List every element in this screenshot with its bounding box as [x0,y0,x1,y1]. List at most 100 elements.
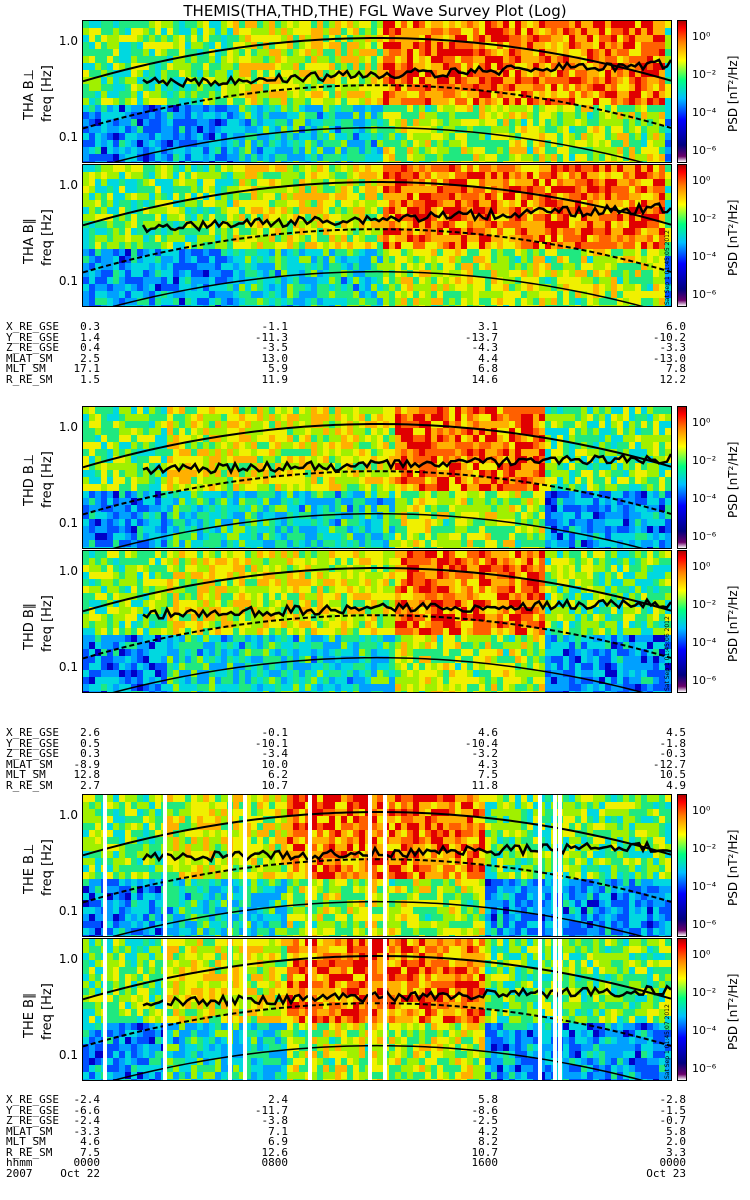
spectrogram-cell [593,126,599,133]
spectrogram-cell [275,298,281,305]
spectrogram-cell [563,147,569,154]
spectrogram-cell [371,28,377,35]
spectrogram-cell [317,21,323,28]
spectrogram-cell [659,172,665,179]
spectrogram-cell [329,291,335,298]
spectrogram-cell [611,221,617,228]
spectrogram-cell [617,193,623,200]
spectrogram-cell [149,512,155,519]
spectrogram-cell [461,207,467,214]
spectrogram-cell [431,77,437,84]
spectrogram-cell [125,214,131,221]
spectrogram-cell [197,505,203,512]
spectrogram-cell [227,428,233,435]
spectrogram-cell [425,291,431,298]
spectrogram-cell [539,161,545,162]
spectrogram-cell [179,161,185,162]
spectrogram-cell [437,207,443,214]
spectrogram-cell [179,242,185,249]
spectrogram-cell [155,291,161,298]
spectrogram-cell [665,161,671,162]
spectrogram-cell [227,91,233,98]
spectrogram-cell [455,154,461,161]
spectrogram-cell [275,540,281,547]
ephemeris-value: -3.5 [261,341,289,354]
spectrogram-cell [557,172,563,179]
spectrogram-cell [545,172,551,179]
spectrogram-cell [209,498,215,505]
spectrogram-cell [317,56,323,63]
spectrogram-cell [617,147,623,154]
spectrogram-cell [161,263,167,270]
spectrogram-cell [161,414,167,421]
spectrogram-cell [485,228,491,235]
spectrogram-cell [221,172,227,179]
spectrogram-cell [569,112,575,119]
spectrogram-cell [83,186,89,193]
spectrogram-cell [317,242,323,249]
spectrogram-cell [167,414,173,421]
spectrogram-cell [665,172,671,179]
spectrogram-cell [647,193,653,200]
spectrogram-cell [191,470,197,477]
spectrogram-cell [473,28,479,35]
spectrogram-cell [305,147,311,154]
spectrogram-cell [407,263,413,270]
spectrogram-cell [533,200,539,207]
spectrogram-cell [377,200,383,207]
ephemeris-value: 0.4 [80,341,100,354]
spectrogram-cell [149,421,155,428]
spectrogram-cell [335,56,341,63]
spectrogram-cell [521,298,527,305]
spectrogram-cell [275,140,281,147]
spectrogram-cell [305,200,311,207]
spectrogram-cell [599,84,605,91]
spectrogram-cell [269,84,275,91]
spectrogram-cell [197,63,203,70]
spectrogram-cell [503,291,509,298]
spectrogram-cell [227,435,233,442]
spectrogram-cell [95,421,101,428]
spectrogram-cell [89,133,95,140]
spectrogram-cell [659,49,665,56]
ephemeris-value: 1.5 [80,372,100,386]
spectrogram-cell [371,63,377,70]
spectrogram-cell [623,126,629,133]
spectrogram-cell [149,519,155,526]
spectrogram-cell [137,161,143,162]
spectrogram-cell [605,56,611,63]
spectrogram-cell [125,498,131,505]
spectrogram-cell [611,161,617,162]
spectrogram-cell [83,193,89,200]
spectrogram-cell [227,484,233,491]
spectrogram-cell [485,84,491,91]
spectrogram-cell [113,154,119,161]
spectrogram-cell [659,126,665,133]
spectrogram-svg [83,165,671,306]
spectrogram-cell [281,154,287,161]
spectrogram-cell [239,214,245,221]
spectrogram-cell [611,249,617,256]
spectrogram-cell [461,98,467,105]
spectrogram-cell [605,154,611,161]
spectrogram-cell [359,42,365,49]
spectrogram-cell [95,77,101,84]
spectrogram-cell [239,463,245,470]
spectrogram-cell [167,249,173,256]
spectrogram-cell [185,28,191,35]
spectrogram-cell [485,305,491,306]
spectrogram-cell [371,165,377,172]
spectrogram-cell [383,63,389,70]
spectrogram-cell [569,49,575,56]
spectrogram-cell [551,105,557,112]
spectrogram-cell [569,91,575,98]
spectrogram-cell [473,270,479,277]
spectrogram-cell [503,256,509,263]
spectrogram-cell [395,49,401,56]
spectrogram-cell [215,77,221,84]
spectrogram-cell [287,207,293,214]
spectrogram-cell [509,207,515,214]
spectrogram-cell [419,112,425,119]
spectrogram-cell [83,298,89,305]
spectrogram-cell [341,126,347,133]
